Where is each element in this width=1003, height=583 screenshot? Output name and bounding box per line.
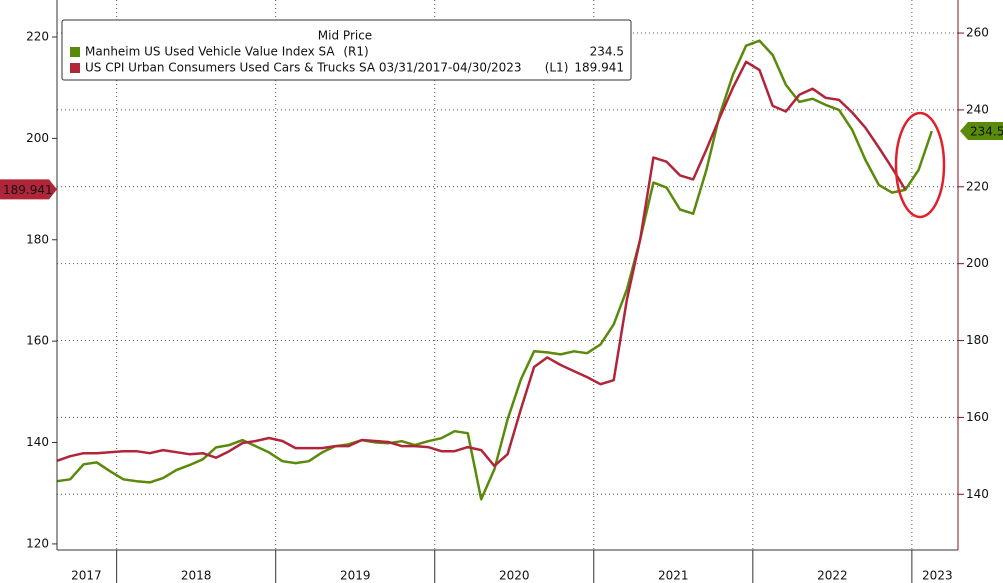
legend: Mid Price Manheim US Used Vehicle Value … <box>61 19 632 81</box>
y-tick-label: 160 <box>26 334 49 348</box>
y2-tick-label: 180 <box>966 333 989 347</box>
y-tick-label: 220 <box>26 30 49 44</box>
legend-box <box>61 19 632 81</box>
legend-value: 234.5 <box>590 45 624 59</box>
x-tick-label: 2019 <box>340 569 371 583</box>
series-line <box>56 39 933 501</box>
y-tick-label: 180 <box>26 232 49 246</box>
series-line <box>56 60 907 468</box>
legend-swatch <box>70 47 80 57</box>
y2-tick-label: 220 <box>966 179 989 193</box>
legend-swatch <box>70 63 80 73</box>
x-tick-label: 2018 <box>181 569 212 583</box>
legend-title: Mid Price <box>318 29 372 43</box>
x-tick-label: 2023 <box>922 569 953 583</box>
end-tag-label: 189.941 <box>3 183 53 197</box>
x-tick-label: 2017 <box>71 569 102 583</box>
end-tag-label: 234.5 <box>970 125 1003 139</box>
legend-label: US CPI Urban Consumers Used Cars & Truck… <box>85 61 522 75</box>
legend-value: 189.941 <box>574 61 624 75</box>
x-tick-label: 2022 <box>817 569 848 583</box>
y2-tick-label: 260 <box>966 26 989 40</box>
y-tick-label: 200 <box>26 131 49 145</box>
y2-tick-label: 200 <box>966 256 989 270</box>
end-tag <box>960 122 1003 141</box>
y-tick-label: 120 <box>26 536 49 550</box>
y2-tick-label: 140 <box>966 487 989 501</box>
lines <box>56 39 933 501</box>
x-tick-label: 2020 <box>499 569 530 583</box>
x-tick-label: 2021 <box>658 569 689 583</box>
y2-tick-label: 240 <box>966 102 989 116</box>
y-tick-label: 140 <box>26 435 49 449</box>
legend-label: Manheim US Used Vehicle Value Index SA <box>85 45 335 59</box>
end-tag <box>0 179 57 200</box>
legend-tag: (L1) <box>545 61 569 75</box>
y2-tick-label: 160 <box>966 410 989 424</box>
legend-tag: (R1) <box>343 45 368 59</box>
highlight-circle <box>894 111 946 219</box>
